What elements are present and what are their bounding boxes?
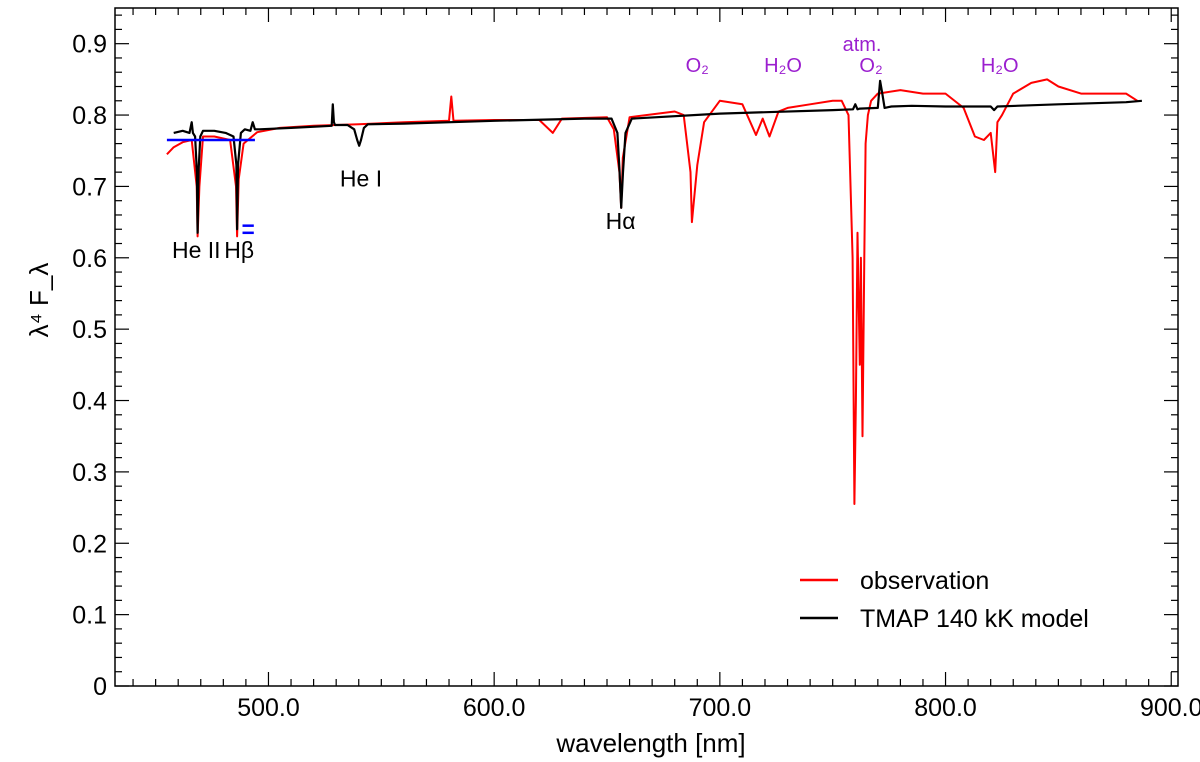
series-line-observation <box>166 78 1138 505</box>
line-annotation: Hβ <box>224 237 254 263</box>
x-tick-label: 900.0 <box>1140 694 1200 722</box>
x-tick-label: 800.0 <box>914 694 977 722</box>
x-tick-label: 700.0 <box>689 694 752 722</box>
y-axis-label-group: λ⁴ F_λ <box>24 263 54 338</box>
line-annotation: Hα <box>606 208 636 234</box>
legend-label: TMAP 140 kK model <box>860 605 1089 633</box>
y-tick-label: 0.3 <box>72 459 107 487</box>
line-annotation: H₂O <box>764 55 802 77</box>
y-tick-label: 0.6 <box>72 245 107 273</box>
x-axis-label: wavelength [nm] <box>555 728 745 758</box>
y-tick-label: 0 <box>93 673 107 701</box>
plot-frame <box>114 7 1179 687</box>
y-tick-label: 0.1 <box>72 602 107 630</box>
x-tick-label: 600.0 <box>463 694 526 722</box>
line-annotation: H₂O <box>981 55 1019 77</box>
y-tick-label: 0.4 <box>72 388 107 416</box>
line-annotation: O₂ <box>859 55 882 77</box>
y-tick-label: 0.7 <box>72 173 107 201</box>
line-annotation: He I <box>340 165 382 191</box>
y-axis-label: λ⁴ F_λ <box>24 263 54 338</box>
legend: observation TMAP 140 kK model <box>800 567 1089 633</box>
marker-group <box>166 138 255 235</box>
line-annotation: atm. <box>843 34 882 56</box>
line-annotation: O₂ <box>686 55 709 77</box>
series-group <box>166 78 1142 505</box>
y-tick-label: 0.9 <box>72 31 107 59</box>
y-tick-label: 0.8 <box>72 102 107 130</box>
axis-ticks <box>115 8 1178 687</box>
y-tick-label: 0.5 <box>72 316 107 344</box>
y-tick-label: 0.2 <box>72 530 107 558</box>
legend-label: observation <box>860 567 989 595</box>
line-annotation: He II <box>172 237 221 263</box>
tick-labels: 500.0 600.0 700.0 800.0 900.0 0 0.1 0.2 0.3 0.4 0.… <box>72 31 1200 722</box>
x-tick-label: 500.0 <box>237 694 300 722</box>
series-line-model <box>173 79 1142 234</box>
